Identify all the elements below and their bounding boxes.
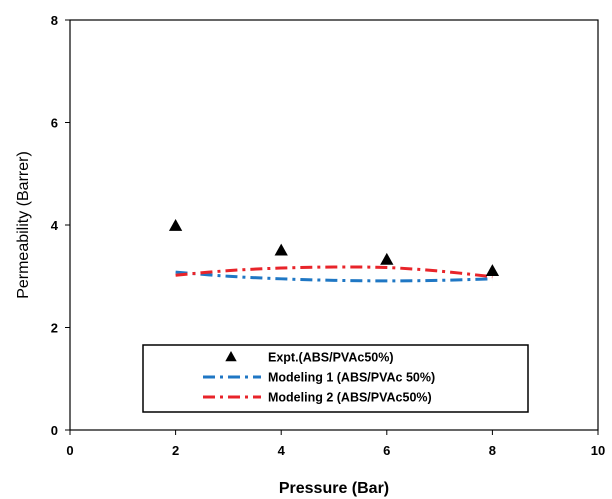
data-point-triangle [380, 252, 394, 265]
plot-area [168, 219, 500, 283]
x-tick-label: 6 [383, 443, 390, 458]
x-tick-label: 2 [172, 443, 179, 458]
legend-label: Modeling 2 (ABS/PVAc50%) [268, 391, 432, 405]
x-axis-title: Pressure (Bar) [279, 480, 389, 497]
x-tick-label: 10 [591, 443, 605, 458]
x-tick-label: 4 [278, 443, 286, 458]
legend-label: Expt.(ABS/PVAc50%) [268, 351, 394, 365]
legend-label: Modeling 1 (ABS/PVAc 50%) [268, 371, 435, 385]
data-point-triangle [168, 219, 183, 231]
legend: Expt.(ABS/PVAc50%) Modeling 1 (ABS/PVAc 5… [142, 344, 529, 413]
x-tick-label: 0 [66, 443, 73, 458]
y-axis-title: Permeability (Barrer) [15, 151, 32, 299]
data-point-triangle [274, 243, 288, 256]
y-tick-label: 6 [51, 116, 58, 131]
y-tick-label: 8 [51, 13, 58, 28]
x-tick-label: 8 [489, 443, 496, 458]
y-tick-label: 4 [51, 218, 59, 233]
data-point-triangle [485, 264, 500, 277]
series-line-2 [175, 265, 493, 279]
y-tick-label: 2 [51, 321, 58, 336]
legend-marker-triangle [225, 351, 237, 362]
series-line-1 [175, 270, 493, 283]
y-tick-label: 0 [51, 423, 58, 438]
axes: 0 2 4 6 8 10 0 2 4 6 8 [51, 13, 605, 458]
